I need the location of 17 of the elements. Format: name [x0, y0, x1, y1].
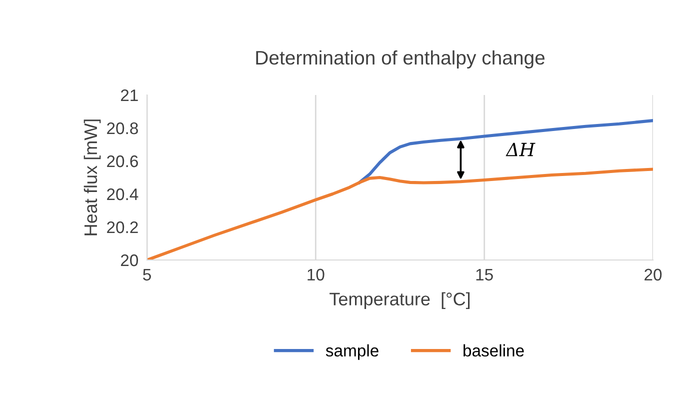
- chart-title: Determination of enthalpy change: [256, 50, 545, 68]
- x-tick-label: 15: [476, 268, 493, 281]
- y-tick-label: 20.2: [107, 221, 138, 234]
- y-tick-label: 20.4: [107, 188, 138, 200]
- y-tick-label: 20: [120, 254, 138, 266]
- x-tick-label: 5: [143, 268, 151, 281]
- line-series: [358, 119, 653, 184]
- y-tick-label: 20.6: [107, 155, 138, 168]
- y-axis-title: Heat flux [mW]: [84, 120, 101, 236]
- annotation: ΔH: [506, 142, 536, 156]
- y-tick-label: 20.8: [107, 122, 138, 134]
- y-tick-label: 21: [120, 89, 138, 102]
- x-tick-label: 10: [308, 268, 324, 281]
- x-tick-label: 20: [644, 268, 662, 281]
- legend-label: baseline: [464, 344, 524, 357]
- legend-label: sample: [326, 344, 378, 360]
- x-axis-title: Temperature [°C]: [330, 292, 470, 310]
